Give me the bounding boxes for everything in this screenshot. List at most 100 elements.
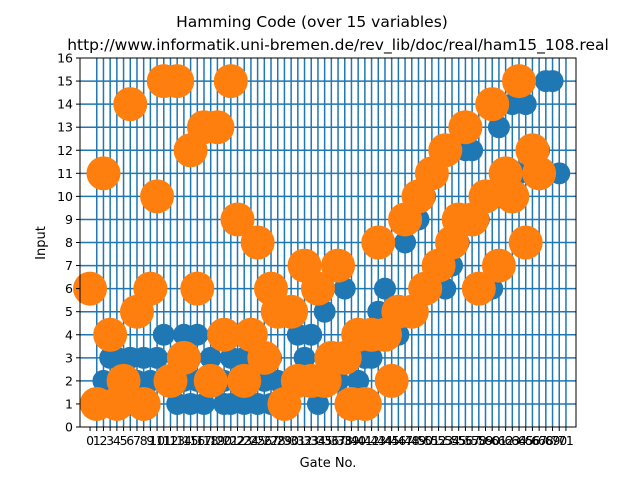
x-tick-label: 29	[276, 433, 292, 448]
target-point	[502, 64, 537, 99]
target-point	[220, 202, 255, 237]
x-tick-label: 9	[146, 433, 154, 448]
x-tick-label: 16	[189, 433, 205, 448]
y-tick-label: 5	[65, 304, 73, 319]
target-point	[374, 363, 409, 398]
control-point	[193, 392, 215, 415]
markers	[73, 64, 571, 421]
x-tick-label: 22	[230, 433, 246, 448]
x-tick-label: 63	[504, 433, 520, 448]
x-tick-label: 14	[176, 433, 192, 448]
x-tick-label: 0	[86, 433, 94, 448]
x-tick-label: 40	[350, 433, 366, 448]
x-tick-label: 51	[424, 433, 440, 448]
chart-title: Hamming Code (over 15 variables)	[176, 13, 448, 31]
control-point	[146, 346, 169, 369]
x-tick-label: 27	[263, 433, 279, 448]
x-tick-label: 50	[417, 433, 433, 448]
x-tick-label: 71	[558, 433, 574, 448]
control-point	[293, 346, 316, 369]
target-point	[113, 87, 148, 122]
x-tick-label: 30	[283, 433, 299, 448]
x-tick-label: 7	[133, 433, 141, 448]
x-tick-label: 60	[484, 433, 500, 448]
x-tick-label: 42	[364, 433, 380, 448]
control-point	[394, 231, 417, 254]
x-tick-label: 48	[404, 433, 420, 448]
target-point	[495, 179, 530, 214]
target-point	[73, 271, 108, 306]
x-tick-label: 11	[156, 433, 172, 448]
y-tick-label: 0	[65, 420, 73, 435]
x-tick-label: 70	[551, 433, 567, 448]
target-point	[126, 386, 161, 421]
x-tick-label: 12	[163, 433, 179, 448]
target-point	[475, 87, 510, 122]
x-tick-label: 67	[531, 433, 547, 448]
y-tick-label: 6	[65, 281, 73, 296]
x-tick-label: 19	[209, 433, 225, 448]
target-point	[140, 179, 175, 214]
target-point	[508, 225, 543, 260]
chart-subtitle: http://www.informatik.uni-bremen.de/rev_…	[67, 36, 609, 55]
y-tick-label: 10	[57, 189, 73, 204]
y-tick-label: 8	[65, 235, 73, 250]
target-point	[274, 294, 309, 329]
control-point	[360, 346, 383, 369]
x-tick-label: 46	[390, 433, 406, 448]
x-tick-label: 8	[140, 433, 148, 448]
control-point	[514, 93, 537, 116]
control-point	[541, 70, 564, 93]
y-tick-label: 1	[65, 396, 73, 411]
x-tick-label: 68	[538, 433, 554, 448]
x-tick-label: 41	[357, 433, 373, 448]
ticks: 0123456789101112131415161718192021222324…	[57, 51, 574, 449]
x-tick-label: 1	[93, 433, 101, 448]
x-tick-label: 21	[223, 433, 239, 448]
control-point	[313, 300, 336, 323]
x-tick-label: 35	[317, 433, 333, 448]
x-tick-label: 44	[377, 433, 393, 448]
control-point	[487, 116, 510, 139]
x-tick-label: 32	[297, 433, 313, 448]
x-tick-label: 69	[545, 433, 561, 448]
y-tick-label: 9	[65, 212, 73, 227]
control-point	[347, 369, 370, 392]
y-tick-label: 7	[65, 258, 73, 273]
x-axis-label: Gate No.	[300, 456, 357, 471]
x-tick-label: 53	[437, 433, 453, 448]
x-tick-label: 23	[236, 433, 252, 448]
x-tick-label: 47	[397, 433, 413, 448]
x-tick-label: 26	[256, 433, 272, 448]
target-point	[227, 363, 262, 398]
x-tick-label: 61	[491, 433, 507, 448]
target-point	[240, 225, 275, 260]
x-tick-label: 64	[511, 433, 527, 448]
x-tick-label: 28	[270, 433, 286, 448]
x-tick-label: 37	[330, 433, 346, 448]
control-point	[306, 392, 329, 415]
x-tick-label: 15	[183, 433, 199, 448]
target-point	[468, 179, 503, 214]
target-point	[207, 317, 242, 352]
x-tick-label: 57	[464, 433, 480, 448]
control-point	[199, 346, 222, 369]
target-point	[180, 271, 215, 306]
control-point	[186, 323, 209, 346]
y-tick-label: 11	[57, 166, 73, 181]
x-tick-label: 55	[451, 433, 467, 448]
x-tick-label: 2	[99, 433, 107, 448]
control-point	[152, 323, 175, 346]
y-tick-label: 13	[57, 120, 73, 135]
x-tick-label: 10	[149, 433, 165, 448]
control-point	[333, 277, 356, 300]
x-tick-label: 4	[113, 433, 121, 448]
x-tick-label: 38	[337, 433, 353, 448]
target-point	[461, 271, 496, 306]
x-tick-label: 45	[384, 433, 400, 448]
y-tick-label: 15	[57, 74, 73, 89]
target-point	[93, 317, 128, 352]
x-tick-label: 33	[303, 433, 319, 448]
x-tick-label: 39	[344, 433, 360, 448]
